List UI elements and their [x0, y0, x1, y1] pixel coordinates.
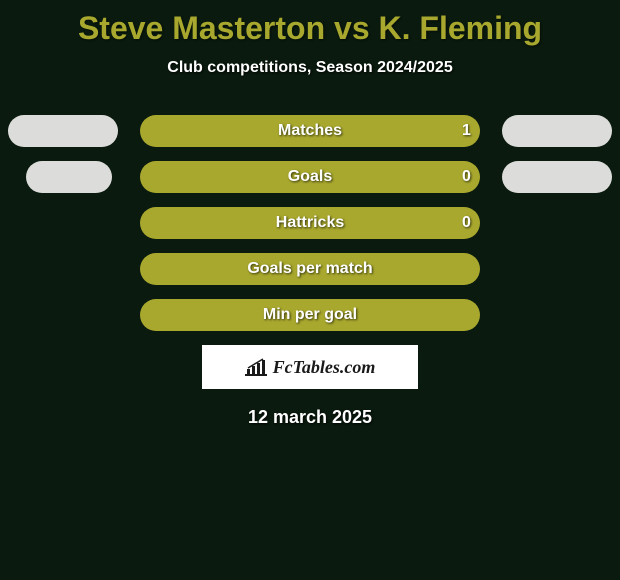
row-value-right: 1: [462, 122, 471, 140]
comparison-chart: Matches 1 Goals 0 Hattricks 0 Goals per match M…: [0, 115, 620, 331]
row-label: Matches: [278, 122, 342, 140]
right-bar: [502, 115, 612, 147]
page-title: Steve Masterton vs K. Fleming: [0, 0, 620, 47]
chart-row: Min per goal: [0, 299, 620, 331]
row-label: Hattricks: [276, 214, 344, 232]
right-bar: [502, 161, 612, 193]
row-label: Goals: [288, 168, 332, 186]
left-bar: [26, 161, 112, 193]
logo-box: FcTables.com: [202, 345, 418, 389]
chart-row: Goals per match: [0, 253, 620, 285]
logo-text: FcTables.com: [273, 357, 376, 378]
left-bar: [8, 115, 118, 147]
row-value-right: 0: [462, 168, 471, 186]
row-value-right: 0: [462, 214, 471, 232]
date-label: 12 march 2025: [0, 407, 620, 428]
chart-icon: [245, 358, 267, 376]
chart-row: Hattricks 0: [0, 207, 620, 239]
row-label: Goals per match: [247, 260, 372, 278]
subtitle: Club competitions, Season 2024/2025: [0, 59, 620, 77]
row-label: Min per goal: [263, 306, 357, 324]
chart-row: Matches 1: [0, 115, 620, 147]
chart-row: Goals 0: [0, 161, 620, 193]
